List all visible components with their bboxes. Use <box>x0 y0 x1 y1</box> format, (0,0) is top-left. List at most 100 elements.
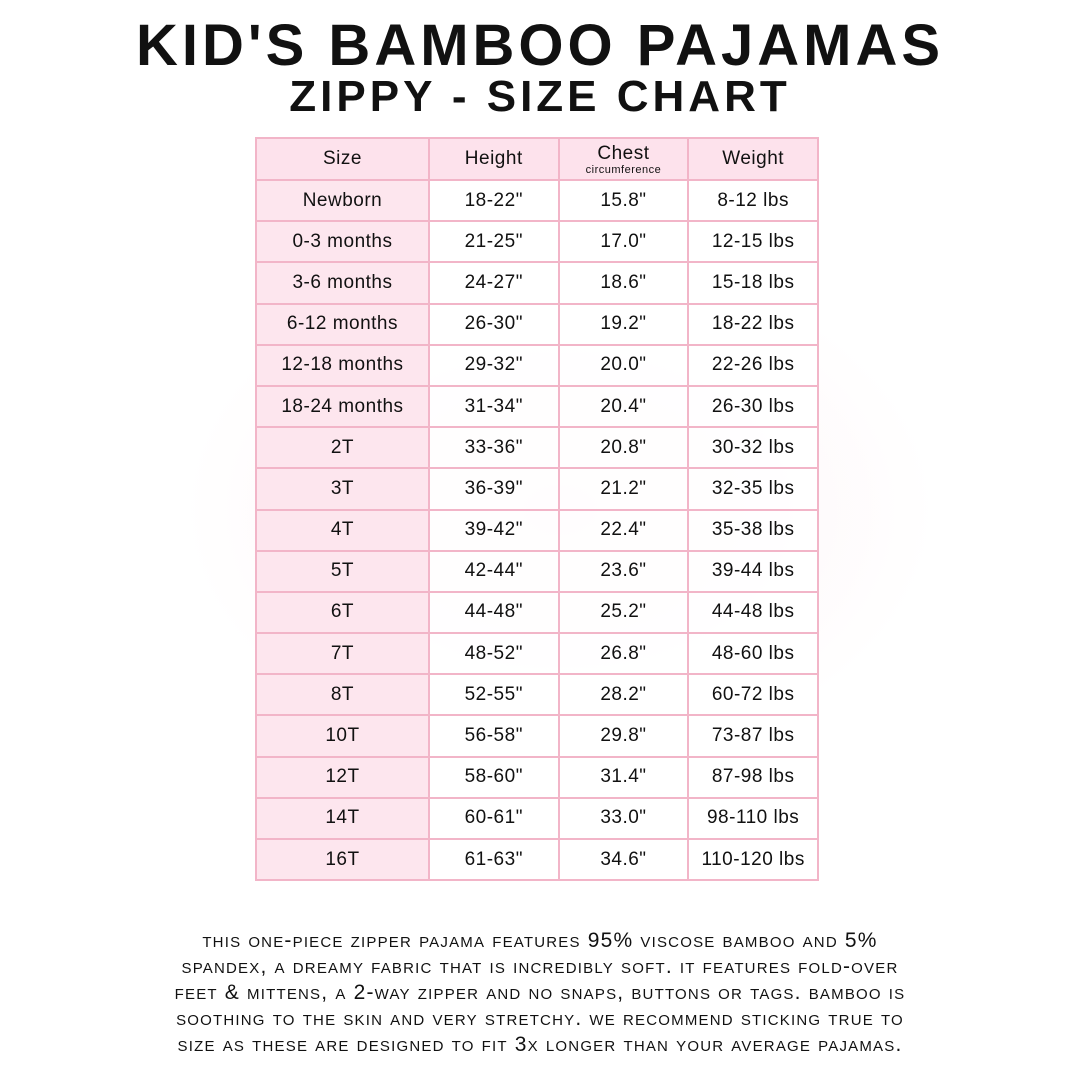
cell-size: 16T <box>255 837 430 882</box>
cell-weight: 110-120 lbs <box>687 837 819 882</box>
header-height: Height <box>427 137 560 181</box>
cell-height: 52-55" <box>427 673 560 717</box>
table-row: 7T 48-52" 26.8" 48-60 lbs <box>255 632 819 676</box>
table-row: 2T 33-36" 20.8" 30-32 lbs <box>255 426 819 470</box>
table-row: 12T 58-60" 31.4" 87-98 lbs <box>255 755 819 799</box>
cell-height: 48-52" <box>427 632 560 676</box>
cell-height: 18-22" <box>427 178 560 223</box>
cell-size: 2T <box>255 426 430 470</box>
table-row: 10T 56-58" 29.8" 73-87 lbs <box>255 714 819 758</box>
cell-weight: 73-87 lbs <box>687 714 819 758</box>
cell-chest: 20.8" <box>557 426 690 470</box>
cell-weight: 30-32 lbs <box>687 426 819 470</box>
cell-weight: 39-44 lbs <box>687 549 819 593</box>
cell-size: 14T <box>255 796 430 841</box>
cell-chest: 18.6" <box>557 261 690 305</box>
cell-size: 18-24 months <box>255 384 430 429</box>
table-row: 0-3 months 21-25" 17.0" 12-15 lbs <box>255 220 819 264</box>
cell-size: 10T <box>255 714 430 758</box>
cell-size: 0-3 months <box>255 220 430 264</box>
cell-chest: 26.8" <box>557 632 690 676</box>
table-header-row: Size Height Chest circumference Weight <box>255 137 819 181</box>
cell-weight: 60-72 lbs <box>687 673 819 717</box>
cell-size: 3-6 months <box>255 261 430 305</box>
cell-size: 6T <box>255 590 430 635</box>
description-line: feet & mittens, a 2-way zipper and no sn… <box>174 981 906 1004</box>
cell-height: 24-27" <box>427 261 560 305</box>
cell-size: 6-12 months <box>255 302 430 346</box>
cell-height: 56-58" <box>427 714 560 758</box>
cell-weight: 26-30 lbs <box>687 384 819 429</box>
table-row: 3-6 months 24-27" 18.6" 15-18 lbs <box>255 261 819 305</box>
cell-weight: 15-18 lbs <box>687 261 819 305</box>
size-chart-table: Size Height Chest circumference Weight Ne… <box>255 137 819 882</box>
description-line: size as these are designed to fit 3x lon… <box>177 1033 903 1056</box>
header-size: Size <box>255 137 430 181</box>
table-row: 5T 42-44" 23.6" 39-44 lbs <box>255 549 819 593</box>
table-row: Newborn 18-22" 15.8" 8-12 lbs <box>255 178 819 223</box>
table-row: 6-12 months 26-30" 19.2" 18-22 lbs <box>255 302 819 346</box>
page-title: Kid's Bamboo Pajamas <box>135 13 945 78</box>
cell-weight: 32-35 lbs <box>687 467 819 511</box>
cell-height: 42-44" <box>427 549 560 593</box>
cell-height: 26-30" <box>427 302 560 346</box>
cell-chest: 31.4" <box>557 755 690 799</box>
header-weight: Weight <box>687 137 819 181</box>
cell-height: 60-61" <box>427 796 560 841</box>
header-chest-sub: circumference <box>585 163 662 176</box>
table-row: 8T 52-55" 28.2" 60-72 lbs <box>255 673 819 717</box>
cell-size: 3T <box>255 467 430 511</box>
cell-weight: 12-15 lbs <box>687 220 819 264</box>
cell-chest: 21.2" <box>557 467 690 511</box>
cell-weight: 22-26 lbs <box>687 343 819 387</box>
cell-height: 36-39" <box>427 467 560 511</box>
cell-chest: 29.8" <box>557 714 690 758</box>
cell-height: 61-63" <box>427 837 560 882</box>
description-line: spandex, a dreamy fabric that is incredi… <box>181 955 899 978</box>
cell-weight: 44-48 lbs <box>687 590 819 635</box>
cell-chest: 25.2" <box>557 590 690 635</box>
cell-weight: 48-60 lbs <box>687 632 819 676</box>
cell-chest: 28.2" <box>557 673 690 717</box>
description-line: soothing to the skin and very stretchy. … <box>176 1007 904 1030</box>
table-row: 6T 44-48" 25.2" 44-48 lbs <box>255 590 819 635</box>
table-row: 18-24 months 31-34" 20.4" 26-30 lbs <box>255 384 819 429</box>
description: This one-piece zipper pajama features 95… <box>20 928 1060 1058</box>
cell-height: 44-48" <box>427 590 560 635</box>
cell-size: 12T <box>255 755 430 799</box>
cell-chest: 33.0" <box>557 796 690 841</box>
cell-height: 21-25" <box>427 220 560 264</box>
table-row: 16T 61-63" 34.6" 110-120 lbs <box>255 837 819 882</box>
cell-size: 4T <box>255 508 430 552</box>
cell-size: Newborn <box>255 178 430 223</box>
cell-chest: 22.4" <box>557 508 690 552</box>
cell-size: 7T <box>255 632 430 676</box>
cell-height: 29-32" <box>427 343 560 387</box>
cell-height: 33-36" <box>427 426 560 470</box>
cell-height: 58-60" <box>427 755 560 799</box>
header-chest: Chest circumference <box>557 137 690 181</box>
cell-chest: 34.6" <box>557 837 690 882</box>
cell-size: 5T <box>255 549 430 593</box>
cell-height: 31-34" <box>427 384 560 429</box>
table-row: 3T 36-39" 21.2" 32-35 lbs <box>255 467 819 511</box>
cell-weight: 98-110 lbs <box>687 796 819 841</box>
cell-size: 8T <box>255 673 430 717</box>
header-chest-label: Chest <box>597 142 650 164</box>
cell-chest: 19.2" <box>557 302 690 346</box>
cell-chest: 23.6" <box>557 549 690 593</box>
cell-weight: 8-12 lbs <box>687 178 819 223</box>
cell-chest: 17.0" <box>557 220 690 264</box>
description-line: This one-piece zipper pajama features 95… <box>202 929 878 952</box>
table-row: 4T 39-42" 22.4" 35-38 lbs <box>255 508 819 552</box>
table-row: 12-18 months 29-32" 20.0" 22-26 lbs <box>255 343 819 387</box>
cell-chest: 20.4" <box>557 384 690 429</box>
table-row: 14T 60-61" 33.0" 98-110 lbs <box>255 796 819 841</box>
cell-weight: 87-98 lbs <box>687 755 819 799</box>
cell-chest: 15.8" <box>557 178 690 223</box>
cell-height: 39-42" <box>427 508 560 552</box>
cell-size: 12-18 months <box>255 343 430 387</box>
cell-weight: 18-22 lbs <box>687 302 819 346</box>
page-subtitle: Zippy - Size Chart <box>289 72 791 121</box>
cell-weight: 35-38 lbs <box>687 508 819 552</box>
